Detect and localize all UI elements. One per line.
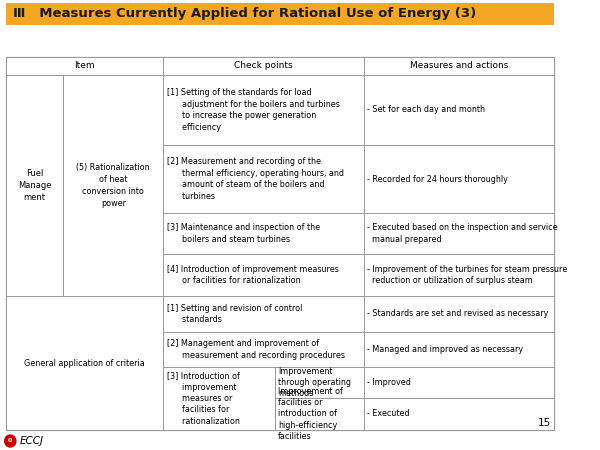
- FancyBboxPatch shape: [364, 398, 554, 430]
- FancyBboxPatch shape: [364, 75, 554, 145]
- Text: - Executed: - Executed: [367, 410, 410, 418]
- FancyBboxPatch shape: [275, 398, 364, 430]
- FancyBboxPatch shape: [5, 57, 554, 430]
- FancyBboxPatch shape: [5, 296, 163, 430]
- Circle shape: [5, 435, 16, 447]
- Text: Improvement of
facilities or
introduction of
high-efficiency
facilities: Improvement of facilities or introductio…: [278, 387, 343, 441]
- Text: Ⅲ   Measures Currently Applied for Rational Use of Energy (3): Ⅲ Measures Currently Applied for Rationa…: [13, 8, 476, 21]
- Text: - Recorded for 24 hours thoroughly: - Recorded for 24 hours thoroughly: [367, 175, 508, 184]
- Text: - Improved: - Improved: [367, 378, 411, 387]
- Text: ECCJ: ECCJ: [20, 436, 44, 446]
- FancyBboxPatch shape: [364, 332, 554, 367]
- Text: 0: 0: [8, 438, 13, 444]
- FancyBboxPatch shape: [5, 3, 554, 25]
- FancyBboxPatch shape: [163, 75, 364, 145]
- FancyBboxPatch shape: [364, 254, 554, 296]
- Text: Check points: Check points: [234, 62, 293, 71]
- FancyBboxPatch shape: [275, 367, 364, 398]
- FancyBboxPatch shape: [163, 332, 364, 367]
- FancyBboxPatch shape: [364, 57, 554, 75]
- FancyBboxPatch shape: [163, 213, 364, 254]
- FancyBboxPatch shape: [364, 296, 554, 332]
- FancyBboxPatch shape: [163, 296, 364, 332]
- Text: - Set for each day and month: - Set for each day and month: [367, 105, 485, 114]
- FancyBboxPatch shape: [364, 367, 554, 398]
- FancyBboxPatch shape: [163, 145, 364, 213]
- Text: Item: Item: [74, 62, 95, 71]
- FancyBboxPatch shape: [163, 367, 275, 430]
- Text: [3] Introduction of
      improvement
      measures or
      facilities for
   : [3] Introduction of improvement measures…: [167, 371, 240, 426]
- Text: [2] Measurement and recording of the
      thermal efficiency, operating hours, : [2] Measurement and recording of the the…: [167, 158, 344, 201]
- Text: - Improvement of the turbines for steam pressure
  reduction or utilization of s: - Improvement of the turbines for steam …: [367, 265, 568, 285]
- FancyBboxPatch shape: [364, 145, 554, 213]
- Text: [1] Setting of the standards for load
      adjustment for the boilers and turbi: [1] Setting of the standards for load ad…: [167, 88, 340, 132]
- Text: [4] Introduction of improvement measures
      or facilities for rationalization: [4] Introduction of improvement measures…: [167, 265, 339, 285]
- Text: General application of criteria: General application of criteria: [24, 359, 145, 368]
- FancyBboxPatch shape: [64, 75, 163, 296]
- Text: 15: 15: [538, 418, 551, 428]
- FancyBboxPatch shape: [163, 57, 364, 75]
- Text: [1] Setting and revision of control
      standards: [1] Setting and revision of control stan…: [167, 304, 302, 324]
- Text: [2] Management and improvement of
      measurement and recording procedures: [2] Management and improvement of measur…: [167, 339, 345, 360]
- FancyBboxPatch shape: [364, 213, 554, 254]
- Text: Fuel
Manage
ment: Fuel Manage ment: [18, 168, 51, 202]
- Text: - Standards are set and revised as necessary: - Standards are set and revised as neces…: [367, 310, 549, 319]
- Text: - Managed and improved as necessary: - Managed and improved as necessary: [367, 345, 523, 354]
- FancyBboxPatch shape: [5, 75, 64, 296]
- FancyBboxPatch shape: [163, 254, 364, 296]
- Text: - Executed based on the inspection and service
  manual prepared: - Executed based on the inspection and s…: [367, 223, 558, 244]
- Text: (5) Rationalization
of heat
conversion into
power: (5) Rationalization of heat conversion i…: [76, 163, 150, 208]
- FancyBboxPatch shape: [5, 57, 163, 75]
- Text: Improvement
through operating
methods: Improvement through operating methods: [278, 367, 351, 398]
- Text: Measures and actions: Measures and actions: [410, 62, 508, 71]
- Text: [3] Maintenance and inspection of the
      boilers and steam turbines: [3] Maintenance and inspection of the bo…: [167, 223, 320, 244]
